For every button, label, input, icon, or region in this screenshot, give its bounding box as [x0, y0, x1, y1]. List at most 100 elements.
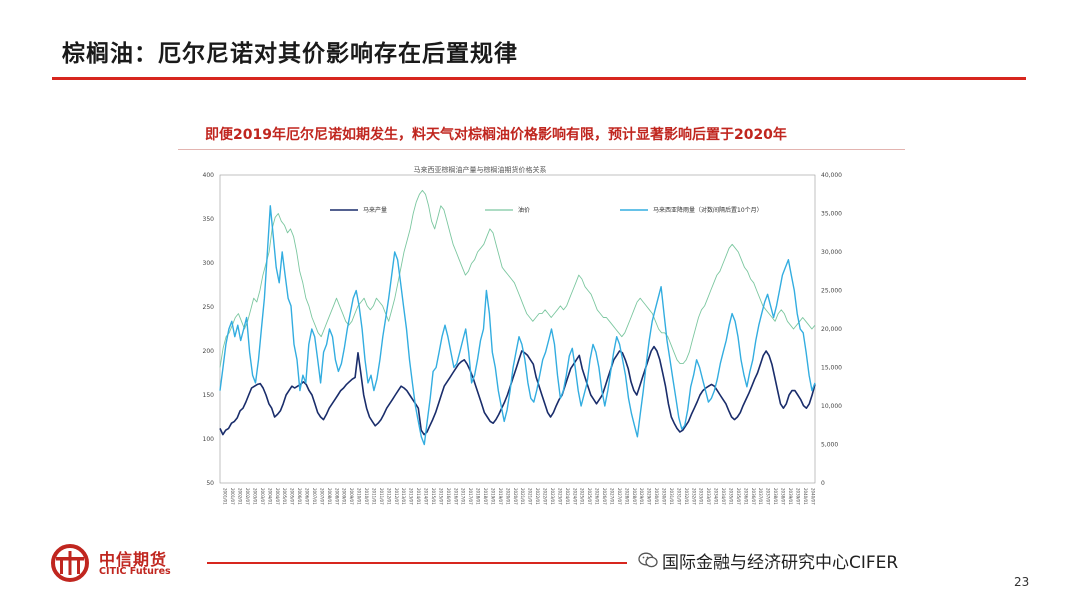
x-tick-label: 2037/01: [758, 488, 763, 505]
footer-divider: [207, 562, 627, 564]
x-tick-label: 2006/07: [305, 488, 310, 505]
x-tick-label: 2034/07: [721, 488, 726, 505]
x-tick-label: 2036/01: [743, 488, 748, 505]
x-tick-label: 2025/01: [580, 488, 585, 505]
x-tick-label: 2002/07: [245, 488, 250, 505]
citic-logo-icon: [51, 544, 89, 582]
x-tick-label: 2030/07: [662, 488, 667, 505]
x-tick-label: 2026/07: [602, 488, 607, 505]
x-tick-label: 2030/01: [654, 488, 659, 505]
legend-label: 马来西亚降雨量（对数间隔后置10个月）: [653, 206, 763, 214]
x-tick-label: 2017/07: [468, 488, 473, 505]
x-tick-label: 2005/07: [290, 488, 295, 505]
x-tick-label: 2014/01: [416, 488, 421, 505]
y-left-tick-label: 50: [206, 480, 214, 487]
y-left-tick-label: 100: [203, 436, 215, 443]
x-tick-label: 2038/01: [773, 488, 778, 505]
x-tick-label: 2002/01: [238, 488, 243, 505]
x-tick-label: 2015/07: [438, 488, 443, 505]
line-chart: 马来西亚棕榈油产量与棕榈油期货价格关系 50 100 150 200 250 300 350…: [203, 165, 843, 505]
legend-label: 油价: [518, 206, 530, 214]
x-tick-label: 2020/01: [505, 488, 510, 505]
x-tick-label: 2024/01: [565, 488, 570, 505]
x-tick-label: 2016/07: [453, 488, 458, 505]
x-tick-label: 2009/07: [349, 488, 354, 505]
y-left-tick-label: 150: [203, 392, 215, 399]
y-right-tick-label: 25,000: [821, 288, 842, 295]
x-tick-label: 2001/01: [223, 488, 228, 505]
x-tick-label: 2022/01: [535, 488, 540, 505]
x-tick-label: 2014/07: [424, 488, 429, 505]
x-tick-label: 2010/07: [364, 488, 369, 505]
page-title: 棕榈油：厄尔尼诺对其价影响存在后置规律: [62, 41, 518, 67]
x-tick-label: 2019/01: [490, 488, 495, 505]
x-tick-label: 2035/07: [736, 488, 741, 505]
x-tick-label: 2011/07: [379, 488, 384, 505]
legend-label: 马来产量: [363, 206, 387, 214]
x-tick-label: 2005/01: [282, 488, 287, 505]
y-right-tick-label: 35,000: [821, 211, 842, 218]
series-line-2: [219, 205, 816, 446]
title-divider: [52, 77, 1026, 80]
x-tick-label: 2040/01: [803, 488, 808, 505]
x-tick-label: 2007/07: [319, 488, 324, 505]
x-tick-label: 2037/07: [766, 488, 771, 505]
x-tick-label: 2011/01: [371, 488, 376, 505]
x-tick-label: 2016/01: [446, 488, 451, 505]
y-right-tick-label: 15,000: [821, 365, 842, 372]
x-tick-label: 2021/01: [520, 488, 525, 505]
x-tick-label: 2007/01: [312, 488, 317, 505]
x-tick-label: 2031/01: [669, 488, 674, 505]
x-tick-label: 2018/01: [476, 488, 481, 505]
x-tick-label: 2015/01: [431, 488, 436, 505]
watermark-text: 国际金融与经济研究中心CIFER: [662, 553, 899, 573]
x-tick-label: 2032/07: [691, 488, 696, 505]
x-tick-label: 2012/07: [394, 488, 399, 505]
x-tick-label: 2004/07: [275, 488, 280, 505]
plot-frame: [219, 174, 816, 484]
y-right-tick-label: 5,000: [821, 442, 838, 449]
x-tick-label: 2029/01: [639, 488, 644, 505]
x-tick-label: 2021/07: [528, 488, 533, 505]
x-tick-label: 2032/01: [684, 488, 689, 505]
x-tick-label: 2028/01: [624, 488, 629, 505]
x-tick-label: 2003/07: [260, 488, 265, 505]
x-tick-label: 2039/01: [788, 488, 793, 505]
x-tick-label: 2001/07: [230, 488, 235, 505]
x-tick-label: 2033/07: [706, 488, 711, 505]
x-tick-label: 2012/01: [386, 488, 391, 505]
x-tick-label: 2039/07: [795, 488, 800, 505]
chart-subtitle: 即便2019年厄尔尼诺如期发生，料天气对棕榈油价格影响有限，预计显著影响后置于2…: [205, 127, 787, 143]
y-left-tick-label: 400: [203, 172, 215, 179]
x-tick-label: 2033/01: [699, 488, 704, 505]
y-right-tick-label: 20,000: [821, 326, 842, 333]
y-right-tick-label: 30,000: [821, 249, 842, 256]
x-tick-label: 2036/07: [751, 488, 756, 505]
x-tick-label: 2009/01: [342, 488, 347, 505]
y-right-tick-label: 10,000: [821, 403, 842, 410]
x-tick-label: 2026/01: [595, 488, 600, 505]
x-tick-label: 2023/01: [550, 488, 555, 505]
x-tick-label: 2031/07: [676, 488, 681, 505]
subtitle-divider: [178, 149, 905, 150]
page-number: 23: [1014, 575, 1030, 589]
x-tick-label: 2025/07: [587, 488, 592, 505]
x-tick-label: 2022/07: [543, 488, 548, 505]
y-right-tick-label: 40,000: [821, 172, 842, 179]
chart-title: 马来西亚棕榈油产量与棕榈油期货价格关系: [414, 165, 547, 174]
x-tick-label: 2003/01: [252, 488, 257, 505]
y-left-tick-label: 350: [203, 216, 215, 223]
x-tick-label: 2035/01: [728, 488, 733, 505]
wechat-icon: [638, 552, 658, 568]
y-left-tick-label: 200: [203, 348, 215, 355]
x-tick-label: 2027/07: [617, 488, 622, 505]
y-left-tick-label: 250: [203, 304, 215, 311]
series-line-1: [219, 189, 816, 368]
x-tick-label: 2013/01: [401, 488, 406, 505]
x-tick-label: 2019/07: [498, 488, 503, 505]
x-tick-label: 2027/01: [609, 488, 614, 505]
x-tick-label: 2010/01: [357, 488, 362, 505]
x-tick-label: 2006/01: [297, 488, 302, 505]
x-tick-label: 2004/01: [267, 488, 272, 505]
logo-text-en: CITIC Futures: [99, 566, 171, 577]
